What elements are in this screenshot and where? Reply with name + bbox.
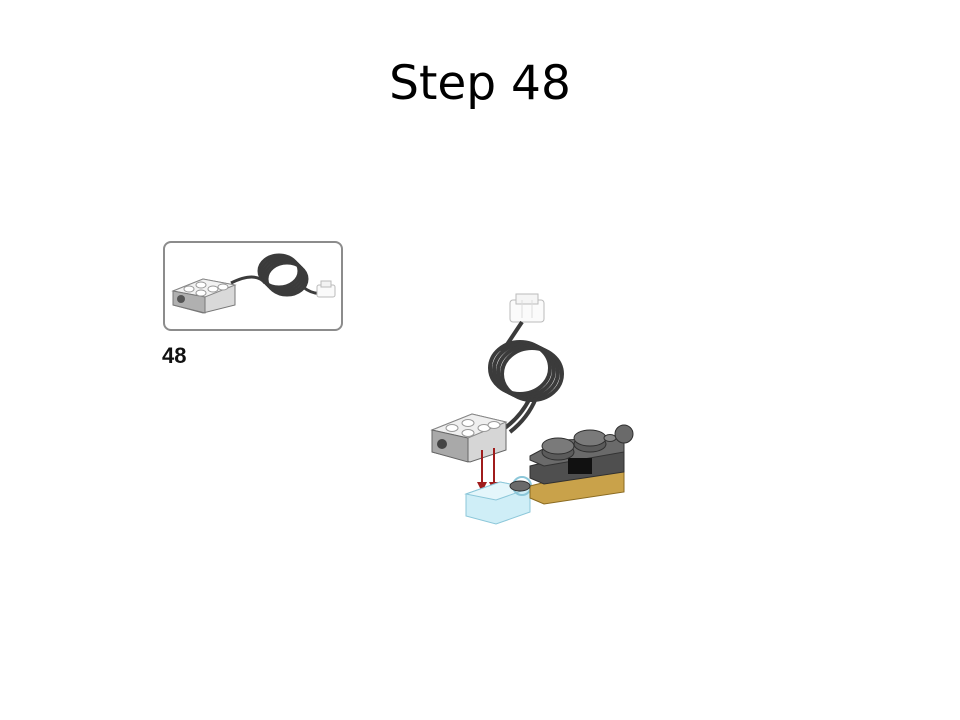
cable-coil-icon [488, 320, 564, 434]
motion-sensor-with-cable-icon [171, 253, 336, 314]
motion-sensor-icon [430, 413, 508, 463]
cable-plug-icon [509, 293, 545, 323]
base-assembly-icon [509, 424, 634, 505]
parts-callout-box [163, 241, 343, 331]
assembly-diagram [430, 293, 634, 525]
step-number: 48 [162, 343, 187, 368]
slide-title: Step 48 [389, 56, 571, 111]
